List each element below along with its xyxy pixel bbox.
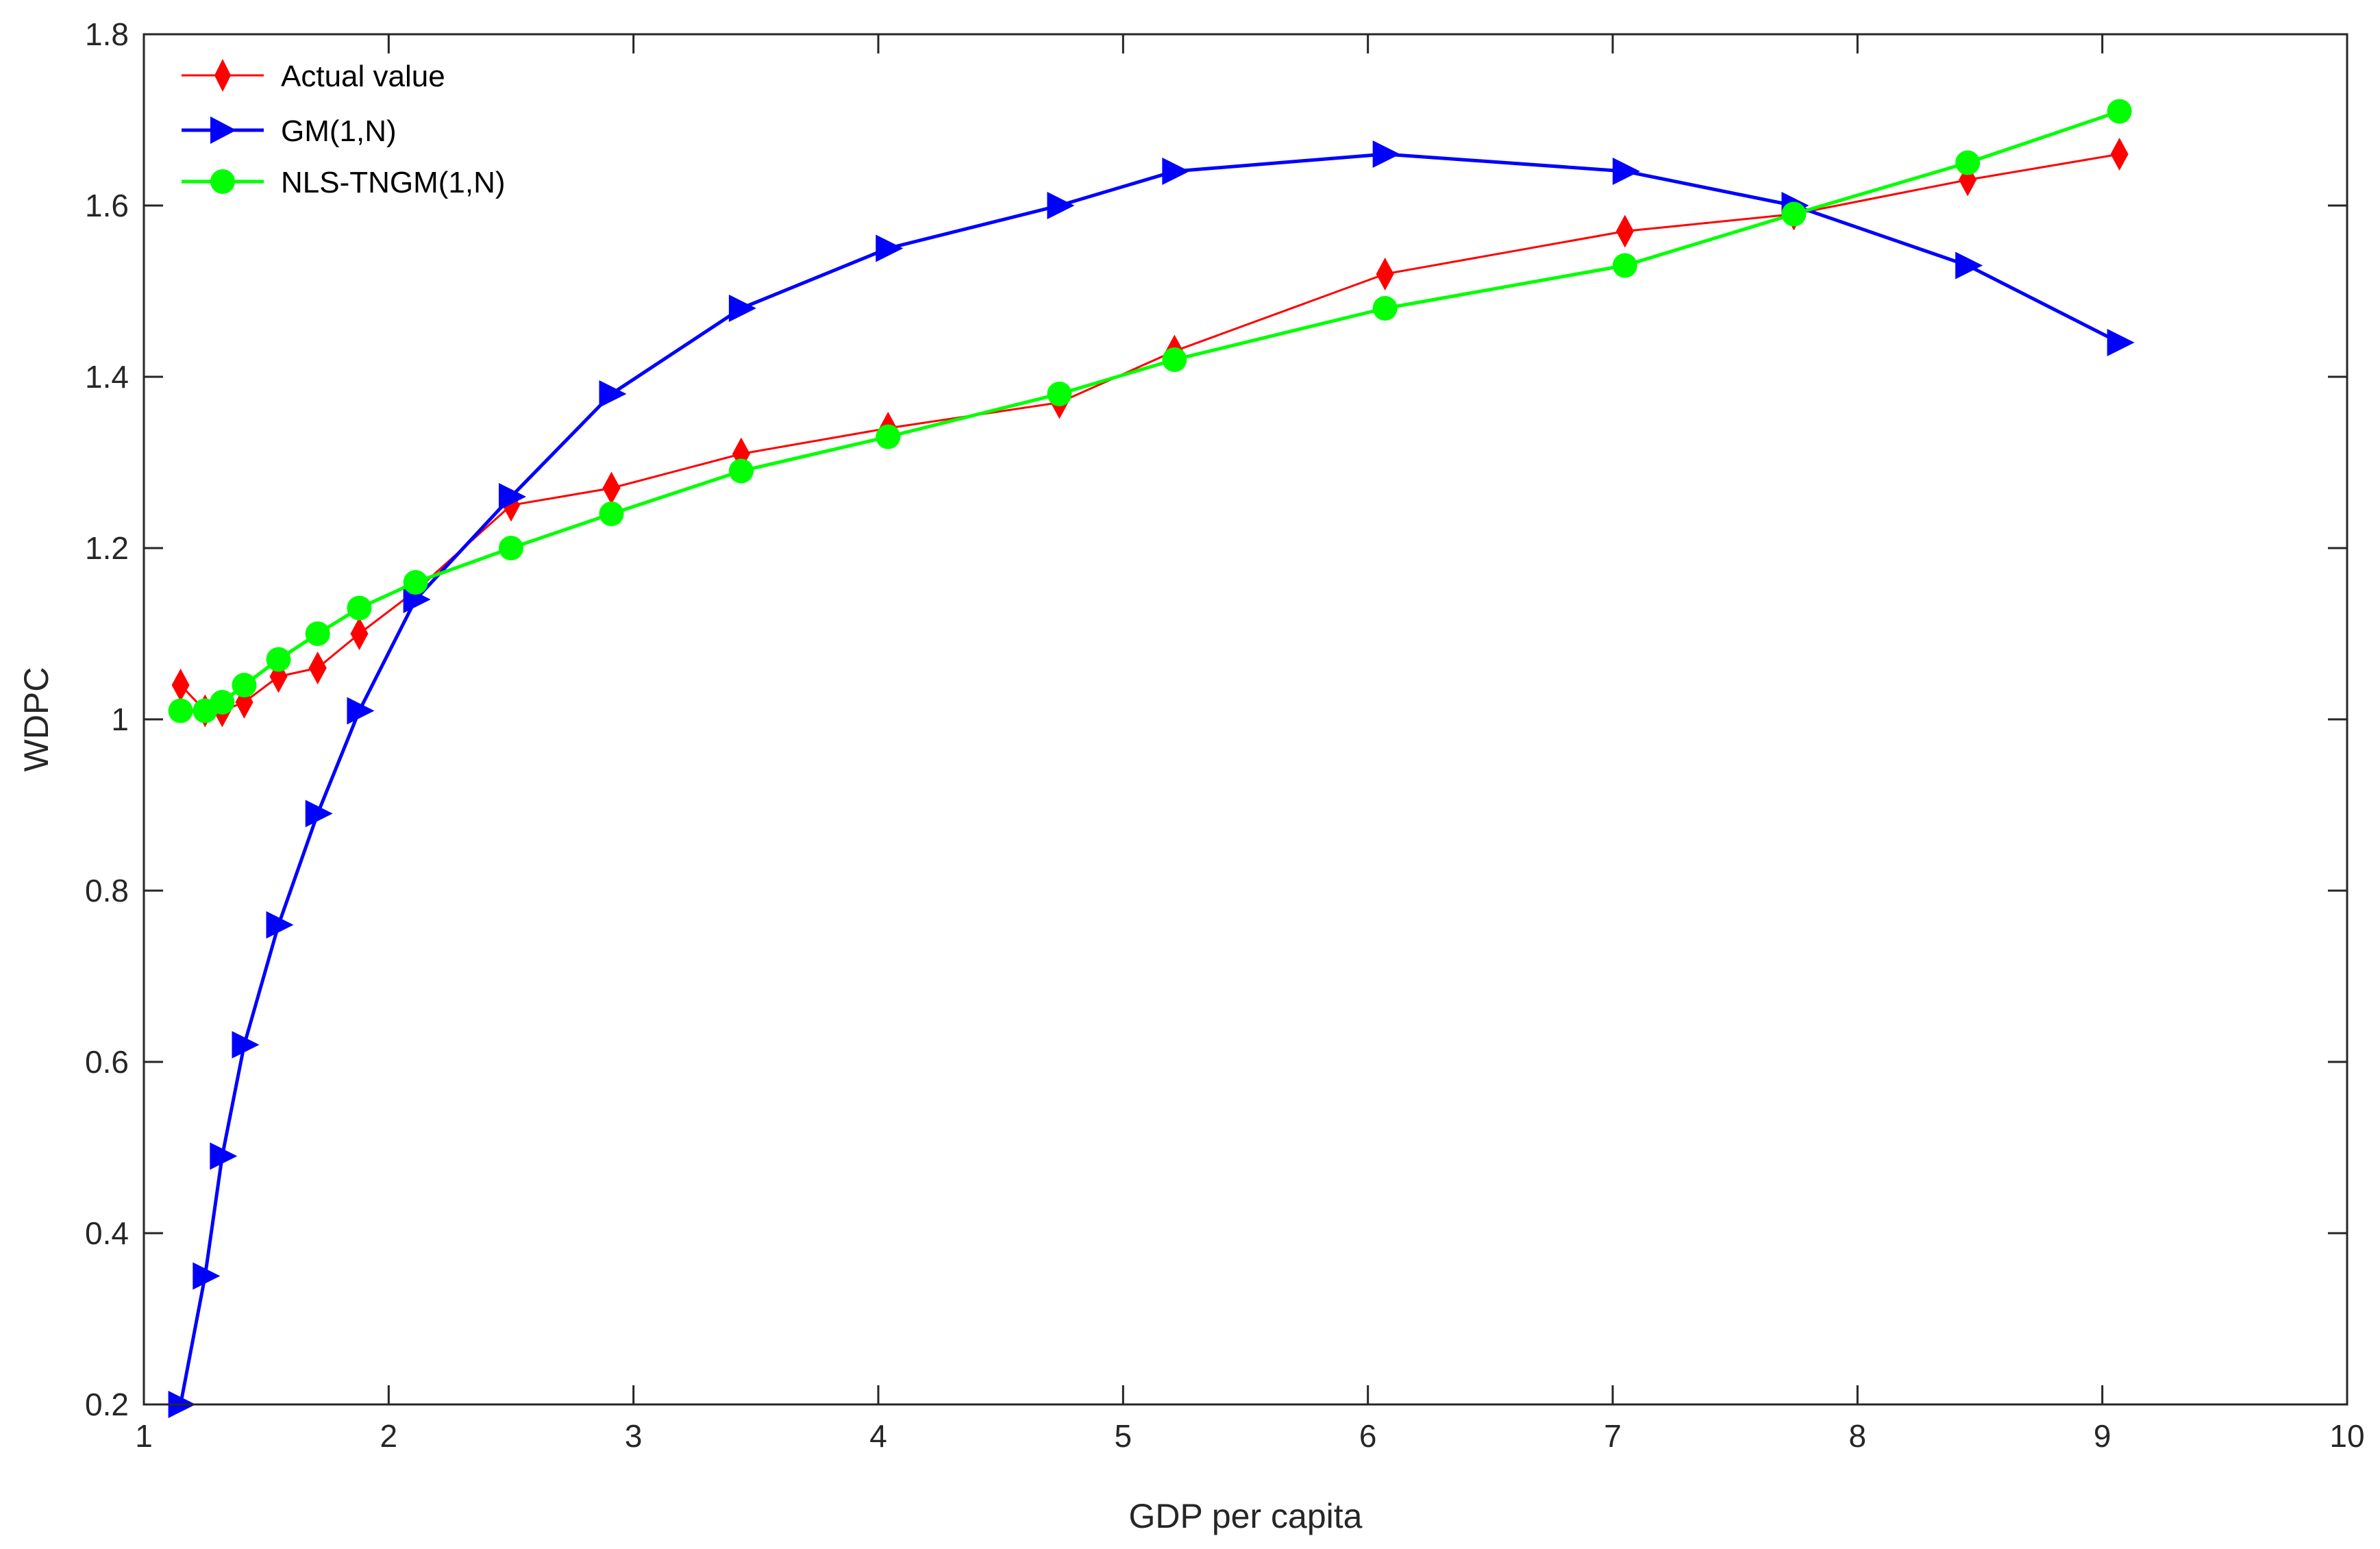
- data-point-gm-1-n: [347, 697, 375, 725]
- data-point-gm-1-n: [1372, 140, 1400, 168]
- legend-marker-diamond: [214, 59, 231, 92]
- x-ticks: 1 2 3 4 5 6 7 8 9 10: [135, 34, 2365, 1454]
- series-nls-tngm-1-n: [168, 99, 2132, 723]
- data-point-gm-1-n: [1162, 158, 1190, 185]
- x-tick-label: 8: [1849, 1418, 1867, 1454]
- y-tick-label: 1.2: [85, 530, 129, 566]
- legend-item-actual-value: Actual value: [182, 59, 445, 93]
- data-point-nls-tngm-1-n: [1781, 201, 1807, 227]
- data-point-actual-value: [171, 669, 190, 702]
- data-point-nls-tngm-1-n: [1047, 382, 1072, 406]
- data-point-gm-1-n: [1612, 158, 1640, 185]
- data-point-gm-1-n: [193, 1262, 221, 1290]
- data-point-gm-1-n: [210, 1142, 238, 1170]
- data-point-nls-tngm-1-n: [1372, 296, 1398, 321]
- data-point-nls-tngm-1-n: [2107, 99, 2132, 124]
- plot-area: [144, 34, 2347, 1404]
- x-tick-label: 5: [1115, 1418, 1132, 1454]
- x-tick-label: 10: [2329, 1418, 2364, 1454]
- data-point-gm-1-n: [266, 911, 294, 939]
- data-point-nls-tngm-1-n: [728, 458, 754, 484]
- series-gm-1-n: [168, 140, 2135, 1418]
- y-tick-label: 0.6: [85, 1044, 129, 1080]
- data-point-nls-tngm-1-n: [210, 690, 235, 715]
- y-ticks: 0.2 0.4 0.6 0.8 1 1.2 1.4 1.6 1.8: [85, 16, 2347, 1422]
- legend-label-gm: GM(1,N): [281, 114, 397, 148]
- data-point-actual-value: [350, 617, 369, 650]
- legend-item-nls-tngm: NLS-TNGM(1,N): [182, 166, 506, 199]
- legend-label-actual-value: Actual value: [281, 60, 445, 93]
- data-point-actual-value: [2110, 138, 2129, 171]
- x-tick-label: 6: [1359, 1418, 1377, 1454]
- y-tick-label: 0.4: [85, 1215, 129, 1251]
- data-point-nls-tngm-1-n: [347, 595, 372, 621]
- x-axis-label: GDP per capita: [1129, 1497, 1363, 1535]
- y-tick-label: 1.4: [85, 359, 129, 395]
- legend-marker-circle: [210, 169, 235, 194]
- data-point-actual-value: [1376, 258, 1394, 290]
- legend: Actual value GM(1,N) NLS-TNGM(1,N): [182, 59, 506, 199]
- data-point-nls-tngm-1-n: [403, 570, 428, 595]
- y-axis-label: WDPC: [17, 667, 55, 772]
- data-point-nls-tngm-1-n: [168, 698, 193, 723]
- data-point-gm-1-n: [499, 483, 526, 510]
- data-point-nls-tngm-1-n: [1612, 253, 1637, 278]
- y-tick-label: 1.8: [85, 16, 129, 52]
- data-point-actual-value: [1615, 214, 1634, 248]
- x-tick-label: 9: [2094, 1418, 2111, 1454]
- data-point-nls-tngm-1-n: [599, 501, 624, 526]
- data-point-gm-1-n: [2107, 329, 2135, 356]
- data-point-gm-1-n: [876, 234, 904, 262]
- series-layer: [168, 99, 2135, 1418]
- x-tick-label: 1: [135, 1418, 153, 1454]
- data-point-nls-tngm-1-n: [266, 647, 291, 672]
- data-point-actual-value: [308, 652, 327, 684]
- legend-marker-triangle: [210, 116, 236, 144]
- x-tick-label: 2: [380, 1418, 398, 1454]
- data-point-gm-1-n: [305, 800, 333, 828]
- data-point-gm-1-n: [1955, 251, 1983, 280]
- y-tick-label: 0.8: [85, 873, 129, 908]
- data-point-nls-tngm-1-n: [232, 673, 257, 697]
- x-tick-label: 4: [869, 1418, 887, 1454]
- data-point-nls-tngm-1-n: [499, 536, 523, 560]
- data-point-nls-tngm-1-n: [876, 424, 901, 449]
- data-point-gm-1-n: [1047, 192, 1075, 219]
- data-point-gm-1-n: [599, 380, 627, 408]
- y-tick-label: 0.2: [85, 1387, 129, 1422]
- data-point-gm-1-n: [232, 1031, 260, 1058]
- data-point-gm-1-n: [728, 295, 756, 322]
- legend-label-nls-tngm: NLS-TNGM(1,N): [281, 166, 506, 199]
- data-point-nls-tngm-1-n: [1955, 150, 1981, 175]
- data-point-nls-tngm-1-n: [305, 621, 330, 646]
- legend-item-gm: GM(1,N): [182, 114, 397, 148]
- x-tick-label: 3: [625, 1418, 643, 1454]
- data-point-actual-value: [602, 471, 621, 505]
- y-tick-label: 1.6: [85, 188, 129, 223]
- data-point-nls-tngm-1-n: [1162, 347, 1187, 372]
- x-tick-label: 7: [1604, 1418, 1622, 1454]
- y-tick-label: 1: [111, 702, 129, 737]
